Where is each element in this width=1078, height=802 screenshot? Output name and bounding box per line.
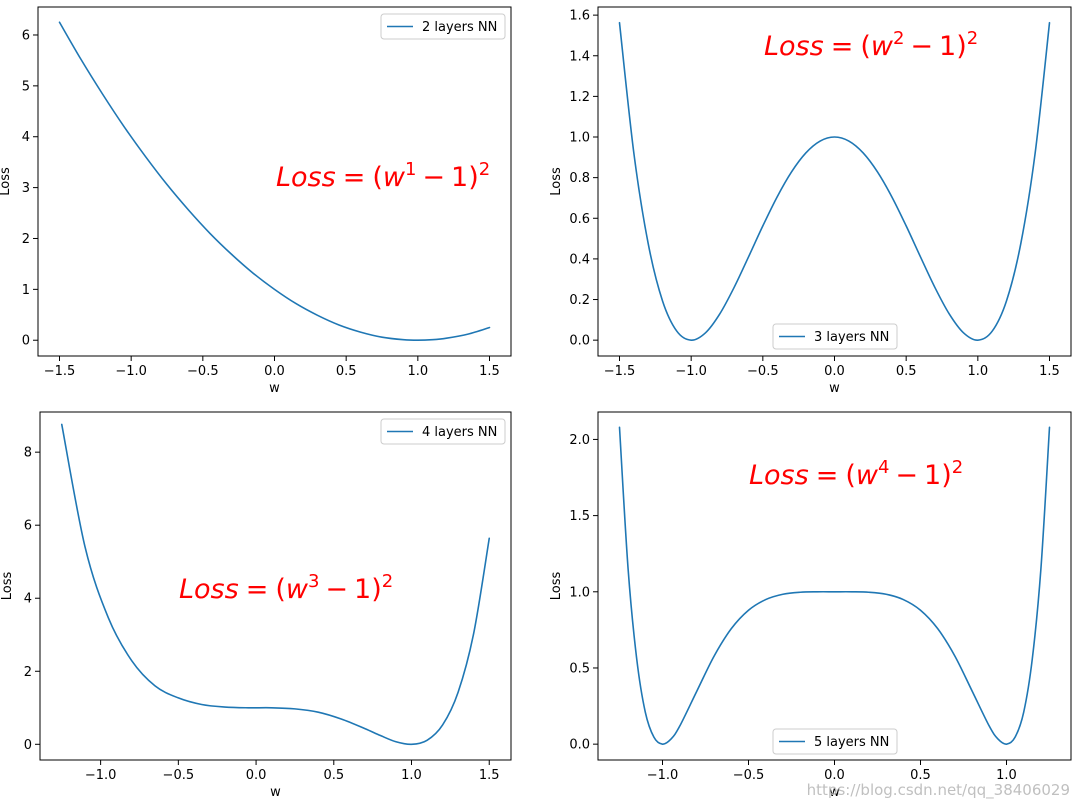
x-tick-label: −0.5 (163, 768, 195, 783)
axes-frame (39, 411, 512, 761)
y-axis-label: Loss (549, 572, 564, 601)
legend-box (380, 418, 506, 445)
x-tick-label: 0.0 (824, 768, 845, 783)
x-tick-label: 1.5 (1039, 364, 1060, 379)
x-tick-label: 0.5 (323, 768, 344, 783)
plot-area: −1.0 −0.5 0.0 0.5 1.0 0.0 0.5 1.0 1.5 2.0 w Loss 5 l… (549, 411, 1072, 800)
formula-annotation: Loss = (w4−1)2 (749, 457, 963, 491)
subplot-4: −1.0 −0.5 0.0 0.5 1.0 0.0 0.5 1.0 1.5 2.0 w Loss 5 l… (549, 411, 1072, 800)
y-tick-label: 0 (24, 738, 32, 753)
x-tick-label: −1.5 (44, 364, 76, 379)
x-tick-label: 1.0 (996, 768, 1017, 783)
formula-annotation: Loss = (w3−1)2 (179, 571, 393, 605)
legend: 3 layers NN (772, 323, 898, 350)
x-tick-label: 1.5 (479, 768, 500, 783)
x-tick-label: −0.5 (733, 768, 765, 783)
x-tick-label: 0.5 (336, 364, 357, 379)
watermark: https://blog.csdn.net/qq_38406029 (807, 781, 1070, 800)
y-axis-label: Loss (0, 572, 15, 601)
legend-label: 5 layers NN (814, 735, 889, 750)
y-tick-label: 6 (24, 519, 32, 534)
x-tick-label: −1.5 (604, 364, 636, 379)
plot-area: −1.0 −0.5 0.0 0.5 1.0 1.5 0 2 4 6 8 w Loss 4 layers N… (0, 411, 512, 800)
series-line (60, 423, 491, 746)
x-tick-label: 1.0 (401, 768, 422, 783)
x-tick-label: −1.0 (85, 768, 117, 783)
x-tick-label: −1.0 (647, 768, 679, 783)
legend: 4 layers NN (380, 418, 506, 445)
y-tick-label: 2 (22, 232, 30, 247)
x-tick-label: 0.5 (910, 768, 931, 783)
x-tick-label: 1.0 (967, 364, 988, 379)
y-tick-label: 1.6 (569, 9, 590, 24)
legend-label: 4 layers NN (422, 425, 497, 440)
x-tick-label: 0.0 (264, 364, 285, 379)
y-tick-label: 6 (22, 28, 30, 43)
plot-area: −1.5 −1.0 −0.5 0.0 0.5 1.0 1.5 0.0 0.2 0.4 0.6 0.8 1… (549, 6, 1072, 396)
series-line (58, 21, 491, 342)
y-tick-label: 8 (24, 446, 32, 461)
y-tick-label: 2 (24, 665, 32, 680)
subplot-3: −1.0 −0.5 0.0 0.5 1.0 1.5 0 2 4 6 8 w Loss 4 layers N… (0, 411, 512, 800)
subplot-1: −1.5 −1.0 −0.5 0.0 0.5 1.0 1.5 0 1 2 3 4 5 6 w Loss 2 la… (0, 6, 512, 396)
x-tick-label: 0.5 (896, 364, 917, 379)
y-tick-label: 0.0 (569, 738, 590, 753)
y-tick-label: 1.4 (569, 49, 590, 64)
y-tick-label: 2.0 (569, 433, 590, 448)
legend: 2 layers NN (380, 13, 506, 40)
legend: 5 layers NN (772, 728, 898, 755)
y-tick-label: 0.5 (569, 661, 590, 676)
y-tick-label: 0.4 (569, 252, 590, 267)
x-tick-label: 1.0 (407, 364, 428, 379)
x-tick-label: 0.0 (246, 768, 267, 783)
x-tick-label: 1.5 (479, 364, 500, 379)
x-axis-label: w (270, 785, 281, 800)
y-tick-label: 5 (22, 79, 30, 94)
y-tick-label: 0.0 (569, 334, 590, 349)
formula-annotation: Loss = (w1−1)2 (276, 159, 490, 193)
y-tick-label: 4 (22, 130, 30, 145)
legend-box (380, 13, 506, 40)
y-tick-label: 1.0 (569, 131, 590, 146)
x-axis-label: w (829, 381, 840, 396)
x-tick-label: −1.0 (675, 364, 707, 379)
x-tick-label: −0.5 (747, 364, 779, 379)
y-axis-label: Loss (549, 167, 564, 196)
y-tick-label: 1 (22, 283, 30, 298)
x-axis-label: w (829, 785, 840, 800)
formula-annotation: Loss = (w2−1)2 (764, 28, 978, 62)
x-tick-label: −1.0 (115, 364, 147, 379)
y-tick-label: 1.0 (569, 585, 590, 600)
y-tick-label: 0.6 (569, 212, 590, 227)
y-tick-label: 3 (22, 181, 30, 196)
legend-box (772, 728, 898, 755)
y-tick-label: 1.2 (569, 90, 590, 105)
plot-area: −1.5 −1.0 −0.5 0.0 0.5 1.0 1.5 0 1 2 3 4 5 6 w Loss 2 la… (0, 6, 512, 396)
y-tick-label: 1.5 (569, 509, 590, 524)
subplot-2: −1.5 −1.0 −0.5 0.0 0.5 1.0 1.5 0.0 0.2 0.4 0.6 0.8 1… (549, 6, 1072, 396)
x-tick-label: 0.0 (824, 364, 845, 379)
legend-label: 2 layers NN (422, 20, 497, 35)
y-axis-label: Loss (0, 167, 13, 196)
y-tick-label: 0.2 (569, 293, 590, 308)
y-tick-label: 4 (24, 592, 32, 607)
series-line (618, 426, 1051, 745)
x-tick-label: −0.5 (187, 364, 219, 379)
series-line (618, 21, 1051, 341)
x-axis-label: w (269, 381, 280, 396)
legend-box (772, 323, 898, 350)
y-tick-label: 0 (22, 334, 30, 349)
y-tick-label: 0.8 (569, 171, 590, 186)
legend-label: 3 layers NN (814, 330, 889, 345)
